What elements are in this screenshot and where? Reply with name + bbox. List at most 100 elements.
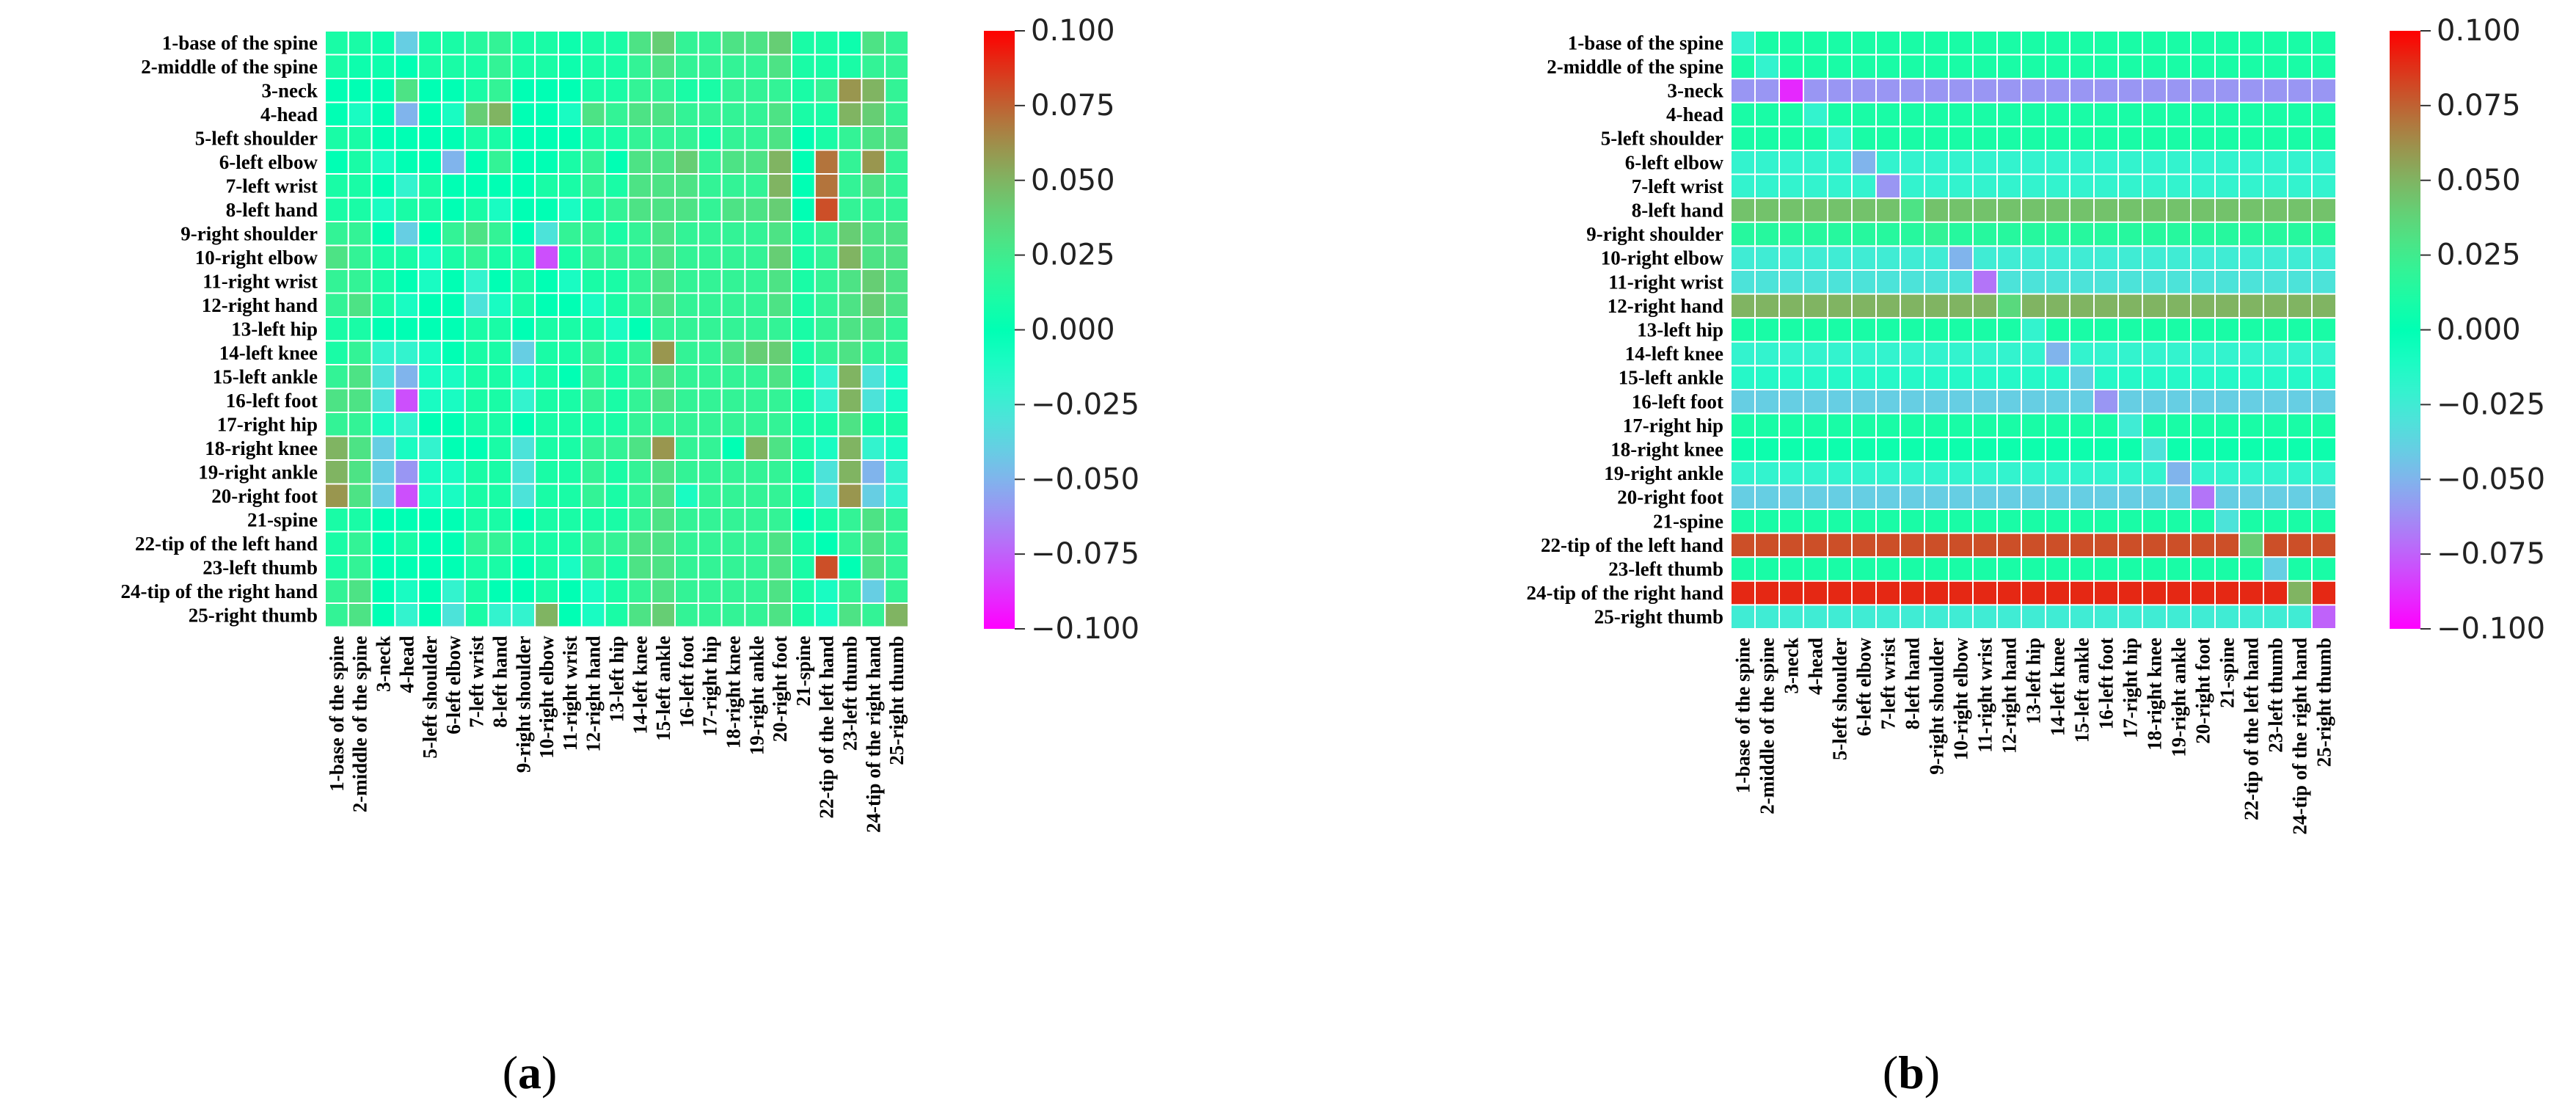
- heatmap-cell: [2239, 460, 2264, 486]
- heatmap-cell: [1900, 340, 1925, 367]
- heatmap-cell: [2142, 269, 2167, 295]
- heatmap-cell: [604, 54, 630, 79]
- heatmap-cell: [651, 387, 676, 413]
- heatmap-cell: [417, 435, 443, 461]
- heatmap-cell: [1900, 293, 1925, 319]
- heatmap-cell: [441, 221, 466, 247]
- heatmap-cell: [720, 435, 746, 461]
- heatmap-cell: [697, 435, 723, 461]
- heatmap-cell: [2311, 460, 2337, 486]
- column-tick-label: 21-spine: [792, 635, 814, 706]
- heatmap-cell: [534, 531, 560, 556]
- heatmap-cell: [744, 292, 770, 318]
- heatmap-cell: [2021, 509, 2046, 534]
- heatmap-cell: [674, 340, 699, 365]
- heatmap-cell: [1778, 221, 1804, 247]
- heatmap-cell: [604, 412, 630, 437]
- heatmap-cell: [1924, 30, 1949, 56]
- heatmap-cell: [1948, 245, 1974, 271]
- heatmap-cell: [511, 412, 536, 437]
- heatmap-cell: [2287, 509, 2313, 534]
- heatmap-cell: [1875, 604, 1901, 630]
- heatmap-cell: [1803, 437, 1828, 462]
- heatmap-cell: [2239, 604, 2264, 630]
- heatmap-cell: [2093, 245, 2119, 271]
- heatmap-cell: [651, 244, 676, 270]
- heatmap-cell: [1754, 30, 1780, 56]
- heatmap-cell: [791, 78, 816, 103]
- heatmap-cell: [1996, 484, 2022, 511]
- heatmap-cell: [394, 125, 420, 151]
- heatmap-cell: [861, 483, 886, 509]
- heatmap-cell: [2166, 580, 2192, 606]
- heatmap-cell: [2214, 365, 2240, 390]
- heatmap-cell: [2166, 460, 2192, 486]
- heatmap-cell: [627, 30, 653, 56]
- heatmap-cell: [1754, 389, 1780, 415]
- heatmap-cell: [2142, 365, 2167, 390]
- heatmap-cell: [2239, 389, 2264, 415]
- heatmap-cell: [837, 125, 863, 151]
- row-tick-label: 14-left knee: [219, 342, 318, 364]
- heatmap-cell: [1803, 412, 1828, 439]
- heatmap-cell: [1924, 437, 1949, 462]
- heatmap-cell: [2093, 340, 2119, 367]
- heatmap-cell: [2093, 269, 2119, 295]
- heatmap-cell: [837, 101, 863, 127]
- heatmap-cell: [767, 507, 792, 533]
- heatmap-cell: [2045, 54, 2070, 80]
- heatmap-cell: [2117, 30, 2143, 56]
- column-tick-label: 1-base of the spine: [326, 635, 348, 791]
- heatmap-cell: [651, 483, 676, 509]
- heatmap-cell: [2239, 197, 2264, 223]
- heatmap-cell: [2069, 125, 2095, 151]
- heatmap-cell: [324, 435, 349, 461]
- colorbar-tick-label: 0.100: [1031, 14, 1115, 48]
- heatmap-cell: [441, 30, 466, 56]
- heatmap-cell: [2287, 604, 2313, 630]
- heatmap-cell: [2069, 30, 2095, 56]
- heatmap-cell: [791, 364, 816, 390]
- heatmap-cell: [627, 292, 653, 318]
- heatmap-cell: [1996, 221, 2022, 247]
- heatmap-cell: [1851, 556, 1877, 582]
- heatmap-cell: [580, 387, 606, 413]
- column-tick-label: 1-base of the spine: [1732, 638, 1754, 793]
- heatmap-cell: [1900, 101, 1925, 128]
- heatmap-cell: [651, 292, 676, 318]
- heatmap-cell: [2311, 604, 2337, 630]
- heatmap-cell: [744, 78, 770, 103]
- colorbar-tick-label: 0.075: [1031, 89, 1115, 123]
- heatmap-cell: [2287, 78, 2313, 103]
- heatmap-cell: [2263, 221, 2288, 247]
- heatmap-cell: [2069, 532, 2095, 558]
- heatmap-cell: [441, 459, 466, 485]
- heatmap-cell: [1924, 293, 1949, 319]
- heatmap-cell: [884, 387, 909, 413]
- heatmap-cell: [2166, 269, 2192, 295]
- heatmap-cell: [2069, 556, 2095, 582]
- heatmap-cell: [837, 269, 863, 294]
- heatmap-cell: [2045, 125, 2070, 151]
- heatmap-cell: [1996, 197, 2022, 223]
- heatmap-cell: [2214, 173, 2240, 200]
- column-tick-label: 16-left foot: [676, 636, 698, 728]
- heatmap-cell: [2214, 101, 2240, 128]
- heatmap-cell: [347, 54, 373, 79]
- column-tick-label: 5-left shoulder: [1829, 638, 1851, 760]
- heatmap-cell: [2214, 317, 2240, 343]
- heatmap-cell: [744, 316, 770, 342]
- heatmap-cell: [1996, 173, 2022, 200]
- heatmap-cell: [627, 269, 653, 294]
- heatmap-cell: [1851, 101, 1877, 128]
- heatmap-cell: [1730, 221, 1756, 247]
- heatmap-cell: [394, 459, 420, 485]
- heatmap-cell: [2287, 484, 2313, 511]
- heatmap-cell: [2166, 604, 2192, 630]
- heatmap-cell: [1875, 54, 1901, 80]
- heatmap-cell: [347, 340, 373, 365]
- column-tick-label: 24-tip of the right hand: [862, 636, 884, 834]
- row-tick-label: 21-spine: [247, 509, 318, 531]
- heatmap-cell: [604, 578, 630, 604]
